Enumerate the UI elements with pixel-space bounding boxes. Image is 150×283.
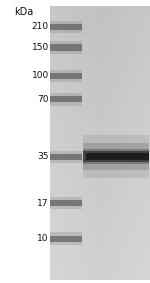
Bar [86,153,149,160]
Bar [50,93,82,106]
Bar [50,197,82,209]
Bar [50,235,82,242]
Bar [50,200,82,206]
Text: 17: 17 [37,199,49,208]
Bar [83,143,149,170]
Bar [50,44,82,51]
Bar [50,73,82,79]
Bar [83,135,149,178]
Bar [50,7,150,280]
Bar [0,0,50,283]
Bar [50,96,82,102]
Text: 70: 70 [37,95,49,104]
Bar [50,70,82,82]
Bar [50,23,82,30]
Text: 35: 35 [37,152,49,161]
Bar [83,149,149,164]
Bar [50,154,82,160]
Text: kDa: kDa [14,7,34,17]
Bar [83,151,149,162]
Bar [50,151,82,163]
Text: 100: 100 [32,71,49,80]
Text: 10: 10 [37,234,49,243]
Bar [50,20,82,33]
Bar [50,41,82,54]
Text: 210: 210 [32,22,49,31]
Bar [50,232,82,245]
Text: 150: 150 [32,43,49,52]
